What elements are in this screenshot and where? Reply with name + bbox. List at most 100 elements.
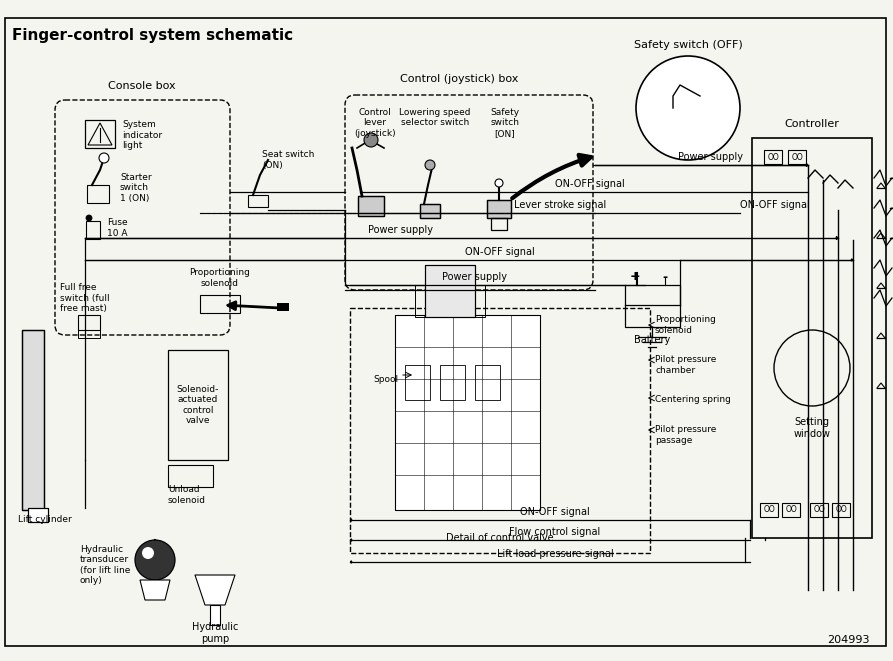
Text: Unload
solenoid: Unload solenoid: [168, 485, 206, 505]
Text: 204993: 204993: [828, 635, 870, 645]
Text: System
indicator
light: System indicator light: [122, 120, 163, 150]
Bar: [358, 196, 384, 216]
Text: Spool: Spool: [373, 375, 398, 385]
Bar: [425, 265, 475, 317]
Text: Solenoid-
actuated
control
valve: Solenoid- actuated control valve: [177, 385, 219, 425]
Text: Flow control signal: Flow control signal: [509, 527, 601, 537]
Text: Pilot pressure
passage: Pilot pressure passage: [655, 425, 716, 445]
Bar: [22, 330, 44, 510]
Bar: [690, 96, 710, 108]
Text: ON-OFF signal: ON-OFF signal: [555, 179, 625, 189]
Text: Control (joystick) box: Control (joystick) box: [400, 74, 518, 84]
Bar: [760, 503, 778, 517]
Bar: [663, 96, 683, 108]
Text: OO: OO: [791, 153, 803, 161]
Text: Power supply: Power supply: [443, 272, 507, 282]
Text: OO: OO: [764, 506, 775, 514]
Text: ON-OFF signal: ON-OFF signal: [740, 200, 810, 210]
Bar: [487, 200, 511, 218]
Bar: [695, 118, 707, 128]
Bar: [475, 365, 500, 400]
Bar: [665, 118, 677, 128]
Text: Safety
switch
[ON]: Safety switch [ON]: [490, 108, 520, 137]
Circle shape: [636, 56, 740, 160]
Text: Proportioning
solenoid: Proportioning solenoid: [189, 268, 250, 288]
Text: Setting
window: Setting window: [794, 417, 830, 439]
Bar: [487, 200, 511, 218]
Bar: [440, 365, 465, 400]
Circle shape: [495, 179, 503, 187]
Text: Proportioning
solenoid: Proportioning solenoid: [655, 315, 716, 334]
Polygon shape: [140, 580, 170, 600]
Text: Seat switch
(ON): Seat switch (ON): [262, 150, 314, 170]
Bar: [420, 204, 440, 218]
Text: Lowering speed
selector switch: Lowering speed selector switch: [399, 108, 471, 128]
Bar: [86, 221, 100, 239]
Text: Lever stroke signal: Lever stroke signal: [513, 200, 606, 210]
Bar: [491, 218, 507, 230]
Text: OO: OO: [814, 506, 825, 514]
Bar: [764, 150, 782, 164]
Text: Pilot pressure
chamber: Pilot pressure chamber: [655, 356, 716, 375]
Text: Starter
switch
1 (ON): Starter switch 1 (ON): [120, 173, 152, 203]
Bar: [405, 365, 430, 400]
Bar: [350, 308, 650, 553]
Bar: [277, 303, 289, 311]
Text: Full free
switch (full
free mast): Full free switch (full free mast): [60, 283, 110, 313]
Circle shape: [142, 547, 154, 559]
Circle shape: [425, 160, 435, 170]
Text: Finger-control system schematic: Finger-control system schematic: [12, 28, 293, 43]
Circle shape: [364, 133, 378, 147]
Text: OO: OO: [835, 506, 847, 514]
Bar: [832, 503, 850, 517]
Bar: [475, 285, 485, 317]
Bar: [395, 315, 540, 510]
Text: Power supply: Power supply: [368, 225, 432, 235]
Text: Console box: Console box: [108, 81, 176, 91]
Text: Lift cylinder: Lift cylinder: [18, 516, 71, 524]
Bar: [168, 350, 228, 460]
Text: Lift load pressure signal: Lift load pressure signal: [497, 549, 613, 559]
Bar: [752, 138, 872, 538]
Text: OO: OO: [785, 506, 797, 514]
Bar: [87, 185, 109, 203]
Bar: [358, 196, 384, 216]
Bar: [28, 508, 48, 522]
Bar: [425, 265, 475, 317]
Text: Control
lever
(joystick): Control lever (joystick): [355, 108, 396, 137]
Circle shape: [135, 540, 175, 580]
Text: ON-OFF signal: ON-OFF signal: [520, 507, 590, 517]
Bar: [655, 90, 721, 128]
Circle shape: [86, 215, 92, 221]
Text: OO: OO: [767, 153, 779, 161]
Bar: [168, 465, 213, 487]
Bar: [85, 120, 115, 148]
Bar: [415, 285, 425, 317]
Text: Hydraulic
transducer
(for lift line
only): Hydraulic transducer (for lift line only…: [80, 545, 130, 585]
Bar: [788, 150, 806, 164]
Text: +: +: [630, 270, 640, 284]
Bar: [210, 605, 220, 625]
Text: Fuse
10 A: Fuse 10 A: [107, 218, 128, 238]
Bar: [625, 285, 680, 327]
Circle shape: [99, 153, 109, 163]
Text: Hydraulic
pump: Hydraulic pump: [192, 622, 238, 644]
Bar: [810, 503, 828, 517]
Text: Safety switch (OFF): Safety switch (OFF): [634, 40, 742, 50]
Bar: [22, 330, 44, 510]
Bar: [200, 295, 240, 313]
Polygon shape: [195, 575, 235, 605]
Bar: [78, 330, 100, 338]
Bar: [28, 508, 48, 522]
Bar: [782, 503, 800, 517]
Text: ON-OFF signal: ON-OFF signal: [465, 247, 535, 257]
Bar: [655, 90, 721, 128]
Text: -: -: [663, 270, 668, 284]
Text: Controller: Controller: [785, 119, 839, 129]
Text: Centering spring: Centering spring: [655, 395, 730, 405]
Text: Battery: Battery: [634, 335, 670, 345]
Bar: [248, 195, 268, 207]
Bar: [420, 204, 440, 218]
Text: Power supply: Power supply: [678, 152, 742, 162]
Text: Detail of control valve: Detail of control valve: [446, 533, 554, 543]
